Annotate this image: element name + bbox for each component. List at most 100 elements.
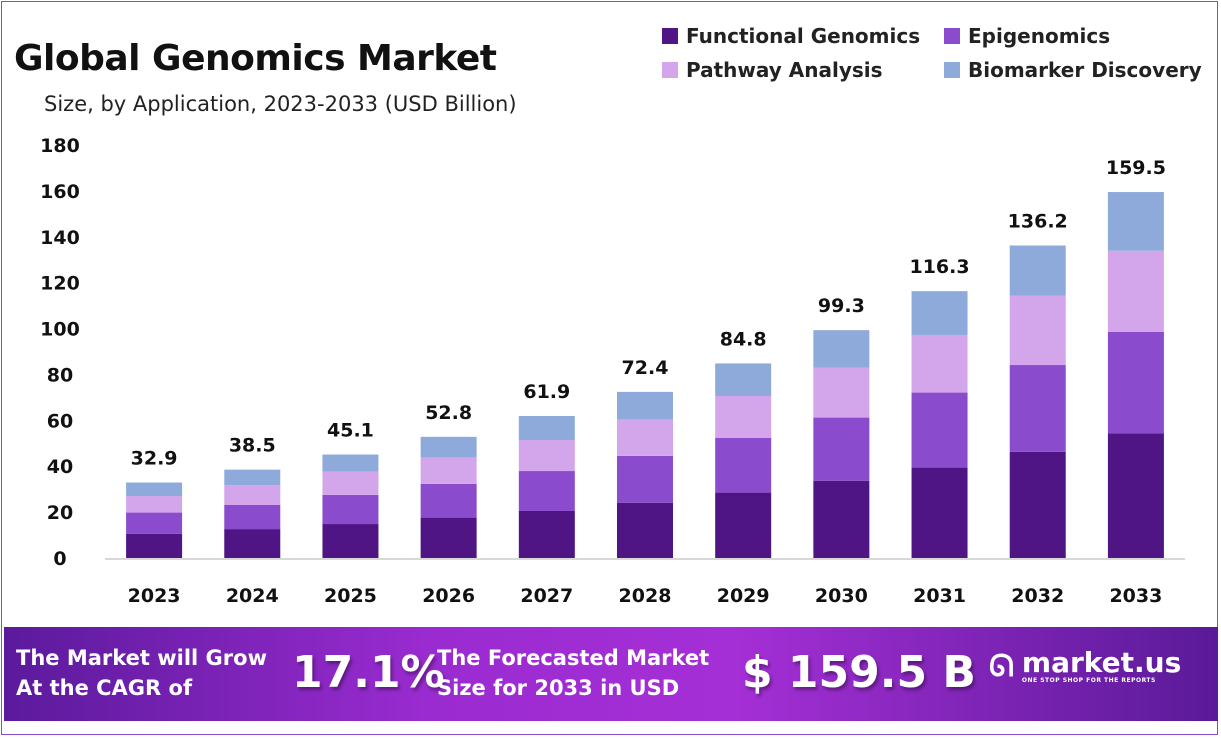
cagr-label-line: The Market will Grow [16, 646, 267, 670]
bar-segment-biomarker-discovery [911, 291, 968, 335]
forecast-label: The Forecasted Market Size for 2033 in US… [437, 643, 709, 703]
y-tick-label: 160 [40, 181, 80, 203]
data-label: 32.9 [131, 448, 178, 470]
chart-plot: 0 20 40 60 80 100 120 140 160 180 32.9 2023 38.5 2024… [40, 135, 1185, 607]
legend-label: Pathway Analysis [686, 58, 883, 82]
legend-label: Functional Genomics [686, 24, 921, 48]
y-tick-label: 60 [47, 410, 73, 432]
bar-segment-epigenomics [1009, 365, 1066, 452]
y-tick-label: 180 [40, 135, 80, 157]
x-tick-label: 2026 [422, 585, 475, 607]
bar-segment-epigenomics [322, 494, 379, 525]
legend-swatch [662, 28, 678, 44]
x-tick-label: 2027 [520, 585, 573, 607]
bar-segment-epigenomics [420, 483, 477, 518]
bar-segment-functional-genomics [420, 517, 477, 558]
y-tick-label: 120 [40, 273, 80, 295]
bar-segment-epigenomics [617, 455, 673, 503]
data-label: 159.5 [1106, 157, 1166, 179]
chart-subtitle: Size, by Application, 2023-2033 (USD Bil… [44, 92, 517, 116]
data-label: 61.9 [523, 381, 570, 403]
cagr-label-line: At the CAGR of [16, 676, 193, 700]
legend-label: Epigenomics [968, 24, 1111, 48]
bar-segment-biomarker-discovery [518, 415, 575, 441]
legend-label: Biomarker Discovery [968, 58, 1202, 82]
bar-segment-pathway-analysis [813, 367, 870, 418]
data-label: 116.3 [909, 256, 969, 278]
legend-item-biomarker-discovery: Biomarker Discovery [944, 58, 1202, 82]
logo-tagline: ONE STOP SHOP FOR THE REPORTS [1021, 677, 1156, 684]
bar-segment-functional-genomics [224, 529, 281, 558]
bar-segment-pathway-analysis [126, 496, 183, 513]
cagr-value: 17.1% [292, 647, 445, 698]
bar-segment-pathway-analysis [715, 396, 772, 438]
legend-item-pathway-analysis: Pathway Analysis [662, 58, 883, 82]
data-label: 45.1 [327, 420, 374, 442]
y-tick-label: 100 [40, 319, 80, 341]
bar-segment-functional-genomics [1009, 451, 1066, 558]
bar-segment-epigenomics [518, 471, 575, 511]
bar-segment-epigenomics [911, 392, 968, 468]
x-tick-label: 2029 [717, 585, 770, 607]
data-label: 136.2 [1008, 210, 1068, 232]
forecast-label-line: Size for 2033 in USD [437, 676, 680, 700]
data-label: 52.8 [425, 402, 472, 424]
bar-segment-biomarker-discovery [126, 482, 183, 497]
bar-segment-functional-genomics [617, 502, 673, 558]
forecast-label-line: The Forecasted Market [437, 646, 710, 670]
market-us-logo: ᘏ market.us ONE STOP SHOP FOR THE REPORTS [989, 646, 1182, 685]
bar-segment-epigenomics [126, 512, 183, 534]
logo-mark-icon: ᘏ [989, 649, 1014, 684]
y-tick-label: 0 [53, 548, 66, 570]
legend-item-epigenomics: Epigenomics [944, 24, 1110, 48]
chart-title: Global Genomics Market [14, 38, 497, 79]
bar-segment-pathway-analysis [224, 485, 281, 505]
bar-segment-biomarker-discovery [715, 363, 772, 397]
bar-segment-pathway-analysis [322, 471, 379, 495]
legend-item-functional-genomics: Functional Genomics [662, 24, 920, 48]
bar-segment-functional-genomics [911, 467, 968, 558]
bar-segment-pathway-analysis [518, 440, 575, 472]
legend-swatch [662, 62, 678, 78]
summary-banner: The Market will Grow At the CAGR of 17.1%… [4, 627, 1218, 721]
y-tick-label: 20 [47, 502, 73, 524]
bar-segment-biomarker-discovery [322, 454, 379, 472]
x-tick-label: 2033 [1109, 585, 1162, 607]
bar-segment-biomarker-discovery [420, 436, 477, 458]
x-tick-label: 2030 [815, 585, 868, 607]
bar-segment-epigenomics [715, 437, 772, 493]
data-label: 38.5 [229, 435, 276, 457]
bar-segment-biomarker-discovery [224, 469, 281, 486]
bar-segment-pathway-analysis [1107, 250, 1164, 332]
bar-segment-functional-genomics [518, 510, 575, 558]
logo-name: market.us [1021, 646, 1182, 679]
x-tick-label: 2032 [1011, 585, 1064, 607]
bar-segment-functional-genomics [715, 492, 772, 558]
bar-segment-pathway-analysis [420, 457, 477, 484]
y-tick-label: 140 [40, 227, 80, 249]
bar-segment-pathway-analysis [1009, 295, 1066, 366]
bar-segment-epigenomics [813, 417, 870, 481]
x-tick-label: 2028 [619, 585, 672, 607]
bar-segment-pathway-analysis [911, 334, 968, 393]
bar-segment-epigenomics [224, 504, 281, 530]
bar-segment-biomarker-discovery [813, 330, 870, 368]
bar-segment-biomarker-discovery [1107, 192, 1164, 251]
bar-segment-pathway-analysis [617, 419, 673, 456]
bar-segment-epigenomics [1107, 331, 1164, 434]
legend-swatch [944, 62, 960, 78]
y-tick-label: 40 [47, 456, 73, 478]
x-tick-label: 2031 [913, 585, 966, 607]
data-label: 84.8 [720, 328, 767, 350]
bar-segment-biomarker-discovery [1009, 245, 1066, 296]
cagr-label: The Market will Grow At the CAGR of [16, 643, 267, 703]
bar-segment-functional-genomics [126, 533, 183, 558]
bar-segment-functional-genomics [813, 480, 870, 558]
bar-segment-functional-genomics [322, 524, 379, 558]
y-tick-label: 80 [47, 364, 73, 386]
x-tick-label: 2025 [324, 585, 377, 607]
legend-swatch [944, 28, 960, 44]
bar-segment-functional-genomics [1107, 433, 1164, 558]
x-tick-label: 2023 [128, 585, 181, 607]
